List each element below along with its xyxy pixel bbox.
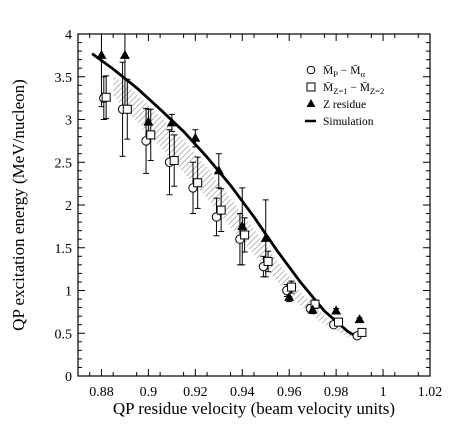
square-marker	[122, 104, 132, 114]
data-markers	[96, 49, 367, 341]
y-tick-label: 3	[65, 114, 72, 129]
triangle-marker	[119, 49, 130, 59]
square-marker	[101, 92, 111, 102]
y-tick-label: 2	[65, 199, 72, 214]
square-marker	[310, 299, 320, 309]
axis-ticks: 0.88 0.9 0.92 0.94 0.96 0.98 1 1.02 0 0.5 1 1.5 2 2.5…	[55, 28, 443, 400]
triangle-marker	[284, 291, 295, 301]
square-marker	[216, 205, 226, 215]
triangle-marker	[166, 117, 177, 127]
legend: M̄P − M̄α M̄Z=1 − M̄Z=2 Z residue Simulatio…	[305, 64, 384, 128]
triangle-marker	[237, 220, 248, 230]
legend-label: M̄P − M̄α	[323, 64, 365, 79]
square-marker	[263, 256, 273, 266]
square-marker	[333, 317, 343, 327]
y-axis-label: QP excitation energy (MeV/nucleon)	[9, 79, 28, 331]
y-tick-label: 2.5	[55, 156, 73, 171]
x-tick-label: 0.9	[140, 385, 158, 400]
square-marker	[146, 130, 156, 140]
legend-label: M̄Z=1 − M̄Z=2	[323, 81, 384, 96]
legend-circle-icon	[306, 65, 316, 75]
x-axis-label: QP residue velocity (beam velocity units…	[113, 399, 395, 418]
y-tick-label: 4	[65, 28, 72, 43]
x-tick-label: 1.02	[418, 385, 443, 400]
x-tick-label: 0.88	[89, 385, 114, 400]
circle-marker	[211, 212, 222, 222]
triangle-marker	[354, 314, 365, 324]
triangle-marker	[96, 49, 107, 59]
square-marker	[287, 282, 297, 292]
square-marker	[193, 178, 203, 188]
x-tick-label: 1	[380, 385, 387, 400]
shaded-band	[113, 75, 360, 341]
simulation-line-layer	[91, 52, 361, 340]
y-tick-label: 1.5	[55, 242, 73, 257]
y-tick-label: 0	[65, 370, 72, 385]
triangle-marker	[307, 304, 318, 314]
simulation-line	[91, 52, 361, 340]
square-marker	[169, 156, 179, 166]
y-tick-label: 3.5	[55, 71, 73, 86]
legend-label: Z residue	[323, 99, 366, 111]
y-tick-label: 0.5	[55, 327, 73, 342]
square-marker	[240, 230, 250, 240]
legend-triangle-icon	[306, 99, 316, 107]
x-tick-label: 0.98	[324, 385, 349, 400]
square-marker	[357, 327, 367, 337]
shaded-band-area	[113, 75, 360, 341]
triangle-marker	[213, 165, 224, 175]
triangle-marker	[331, 305, 342, 315]
y-tick-label: 1	[65, 285, 72, 300]
legend-label: Simulation	[323, 116, 374, 128]
triangle-marker	[260, 232, 271, 242]
legend-square-icon	[306, 82, 316, 92]
triangle-marker	[143, 116, 154, 126]
triangle-marker	[190, 132, 201, 142]
x-tick-label: 0.94	[230, 385, 255, 400]
x-tick-label: 0.92	[183, 385, 208, 400]
x-tick-label: 0.96	[277, 385, 302, 400]
